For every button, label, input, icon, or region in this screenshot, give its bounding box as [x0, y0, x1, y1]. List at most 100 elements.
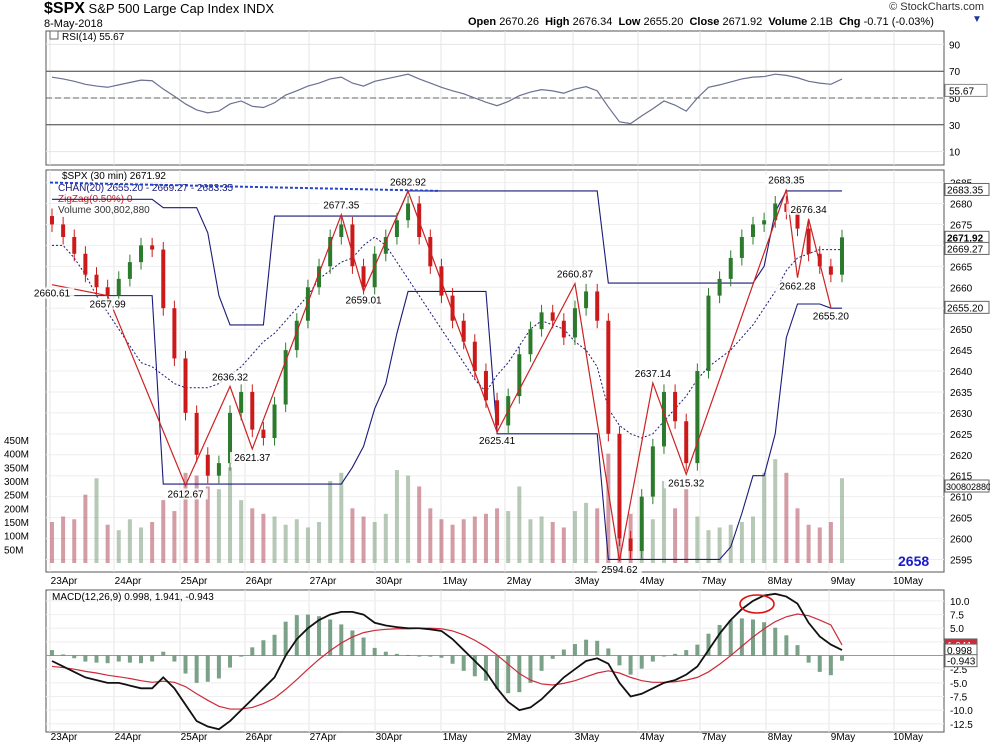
zigzag-label-bg — [163, 488, 208, 500]
macd-histogram-bar — [472, 655, 477, 677]
macd-histogram-bar — [439, 655, 444, 658]
macd-histogram-bar — [261, 640, 266, 656]
volume-bar — [684, 489, 689, 563]
volume-bar — [840, 478, 844, 563]
candle-body — [83, 253, 88, 275]
rsi-tick-label: 50 — [949, 94, 961, 105]
index-name: S&P 500 Large Cap Index — [88, 1, 240, 16]
zigzag-pivot-label: 2615.32 — [668, 478, 705, 489]
volume-bar — [205, 486, 210, 563]
volume-bar — [161, 500, 166, 563]
candle-body — [706, 295, 711, 371]
macd-histogram-bar — [172, 655, 177, 662]
symbol: $SPX — [44, 0, 85, 17]
macd-histogram-bar — [717, 624, 722, 656]
price-tick-label: 2675 — [950, 220, 973, 231]
volume-bar — [506, 511, 511, 563]
macd-hist-tag-box — [944, 654, 978, 668]
volume-tick-label: 350M — [4, 463, 29, 474]
zigzag-label-bg — [85, 298, 130, 310]
chevron-down-icon[interactable]: ▼ — [972, 14, 982, 25]
price-tick-label: 2660 — [950, 283, 973, 294]
macd-tick-label: -7.5 — [950, 693, 968, 704]
macd-histogram-bar — [105, 655, 110, 664]
macd-histogram-bar — [328, 619, 333, 656]
watermark-price: 2658 — [898, 553, 929, 569]
volume-bar — [394, 470, 399, 563]
volume-bar — [183, 472, 188, 563]
macd-histogram-bar — [372, 647, 377, 656]
volume-bar — [650, 519, 655, 563]
rsi-legend-box — [49, 30, 59, 40]
volume-bar — [717, 527, 722, 563]
volume-bar — [728, 524, 733, 563]
macd-histogram-bar — [673, 653, 678, 656]
volume-bar — [172, 511, 177, 563]
low-label: Low — [618, 16, 641, 28]
chan-lower-line — [52, 290, 842, 560]
zigzag-label-bg — [29, 287, 75, 299]
volume-tick-label: 50M — [4, 545, 23, 556]
close-tag: 2671.92 — [947, 233, 984, 244]
stockcharts-credit[interactable]: © StockCharts.com — [889, 1, 984, 13]
macd-histogram-bar — [72, 655, 77, 659]
zigzag-pivot-label: 2659.01 — [345, 295, 382, 306]
macd-histogram-bar — [139, 655, 144, 664]
high-label: High — [545, 16, 570, 28]
volume-bar — [283, 524, 288, 563]
volume-bar — [572, 511, 577, 563]
candle-body — [61, 224, 66, 237]
volume-bar — [105, 524, 110, 563]
macd-histogram-bar — [228, 655, 233, 668]
macd-histogram-bar — [150, 655, 155, 662]
zigzag-label-bg — [318, 199, 364, 211]
high-value: 2676.34 — [572, 16, 613, 28]
volume-bar — [228, 467, 233, 563]
volume-bar — [383, 513, 388, 563]
volume-tick-label: 200M — [4, 504, 29, 515]
volume-bar — [517, 486, 522, 563]
macd-histogram-bar — [595, 640, 600, 656]
x-axis-tick-label: 4May — [640, 576, 664, 587]
macd-histogram-bar — [762, 622, 767, 656]
chan-upper-line — [52, 190, 842, 326]
macd-tick-label: 10.0 — [950, 597, 970, 608]
zigzag-pivot-label: 2657.99 — [90, 300, 127, 311]
rsi-tick-label: 10 — [949, 148, 961, 159]
open-value: 2670.26 — [499, 16, 539, 28]
volume-bar — [706, 530, 711, 563]
chg-value: -0.71 (-0.03%) — [863, 16, 934, 28]
macd-histogram-bar — [294, 615, 299, 656]
macd-histogram-bar — [806, 655, 811, 663]
candle-body — [294, 320, 299, 351]
volume-bar — [461, 519, 466, 563]
macd-histogram-bar — [383, 651, 388, 656]
candle-body — [539, 312, 544, 330]
candle-body — [495, 400, 500, 426]
macd-histogram-bar — [539, 655, 544, 671]
zigzag-pivot-label: 2636.32 — [212, 372, 249, 383]
volume-bar — [94, 478, 99, 563]
volume-bar — [272, 516, 277, 563]
macd-histogram-bar — [617, 655, 622, 666]
volume-bar — [372, 522, 377, 563]
macd-histogram-bar — [339, 624, 344, 656]
rsi-value-tag — [944, 83, 988, 97]
volume-bar — [216, 489, 221, 563]
volume-bar — [116, 530, 121, 563]
macd-histogram-bar — [706, 633, 711, 656]
volume-bar — [528, 519, 533, 563]
zigzag-pivot-label: 2660.61 — [34, 289, 71, 300]
macd-histogram-bar — [506, 655, 511, 694]
volume-tick-label: 300M — [4, 477, 29, 488]
macd-histogram-bar — [61, 654, 66, 656]
x-axis-tick-label: 25Apr — [181, 576, 208, 587]
macd-histogram-bar — [161, 651, 166, 656]
x-axis-tick-label: 9May — [831, 732, 855, 743]
macd-histogram-bar — [305, 614, 310, 656]
volume-bar — [250, 508, 255, 563]
zigzag-pivot-label: 2660.87 — [557, 270, 594, 281]
candle-body — [550, 312, 555, 321]
volume-bar — [439, 519, 444, 563]
x-axis-tick-label: 30Apr — [376, 576, 403, 587]
